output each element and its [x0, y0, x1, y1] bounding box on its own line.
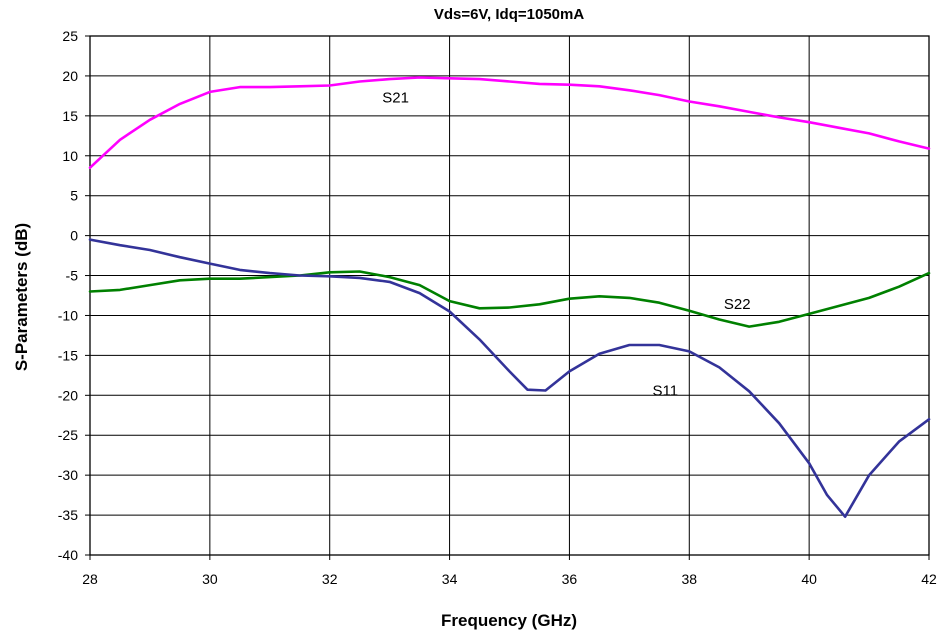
- plot-area-frame: [89, 35, 930, 556]
- y-tick-label: 0: [70, 228, 78, 244]
- series-line-s11: [88, 238, 931, 519]
- y-tick-label: 20: [62, 68, 78, 84]
- x-tick-label: 34: [442, 571, 458, 587]
- grid-lines: [85, 35, 930, 560]
- x-tick-label: 40: [801, 571, 817, 587]
- y-tick-label: -5: [66, 268, 79, 284]
- x-tick-label: 32: [322, 571, 338, 587]
- x-axis-tick-labels: 28 30 32 34 36 38 40 42: [82, 571, 937, 587]
- chart-title: Vds=6V, Idq=1050mA: [434, 6, 585, 23]
- y-tick-label: 10: [62, 148, 78, 164]
- y-tick-label: -20: [58, 387, 78, 403]
- series-label-s11: S11: [653, 382, 679, 399]
- series-annotations: S21 S22 S11: [382, 89, 750, 399]
- series-label-s22: S22: [724, 296, 751, 313]
- x-tick-label: 42: [921, 571, 937, 587]
- x-tick-label: 38: [681, 571, 697, 587]
- x-tick-label: 28: [82, 571, 98, 587]
- y-tick-label: 15: [62, 108, 78, 124]
- y-tick-label: 25: [62, 28, 78, 44]
- y-tick-label: 5: [70, 188, 78, 204]
- series-label-s21: S21: [382, 89, 409, 106]
- series-line-s22: [88, 270, 931, 328]
- y-tick-label: -35: [58, 507, 78, 523]
- y-tick-label: -25: [58, 427, 78, 443]
- y-tick-label: -10: [58, 307, 78, 323]
- x-tick-label: 30: [202, 571, 218, 587]
- x-tick-label: 36: [562, 571, 578, 587]
- y-axis-tick-labels: 25 20 15 10 5 0 -5 -10 -15 -20 -25 -30 -35 -40: [58, 28, 78, 563]
- y-tick-label: -15: [58, 347, 78, 363]
- x-axis-label: Frequency (GHz): [441, 611, 577, 630]
- y-tick-label: -30: [58, 467, 78, 483]
- y-tick-label: -40: [58, 547, 78, 563]
- series-line-s21: [88, 76, 931, 169]
- series-lines: [88, 76, 931, 519]
- y-axis-label: S-Parameters (dB): [12, 223, 31, 371]
